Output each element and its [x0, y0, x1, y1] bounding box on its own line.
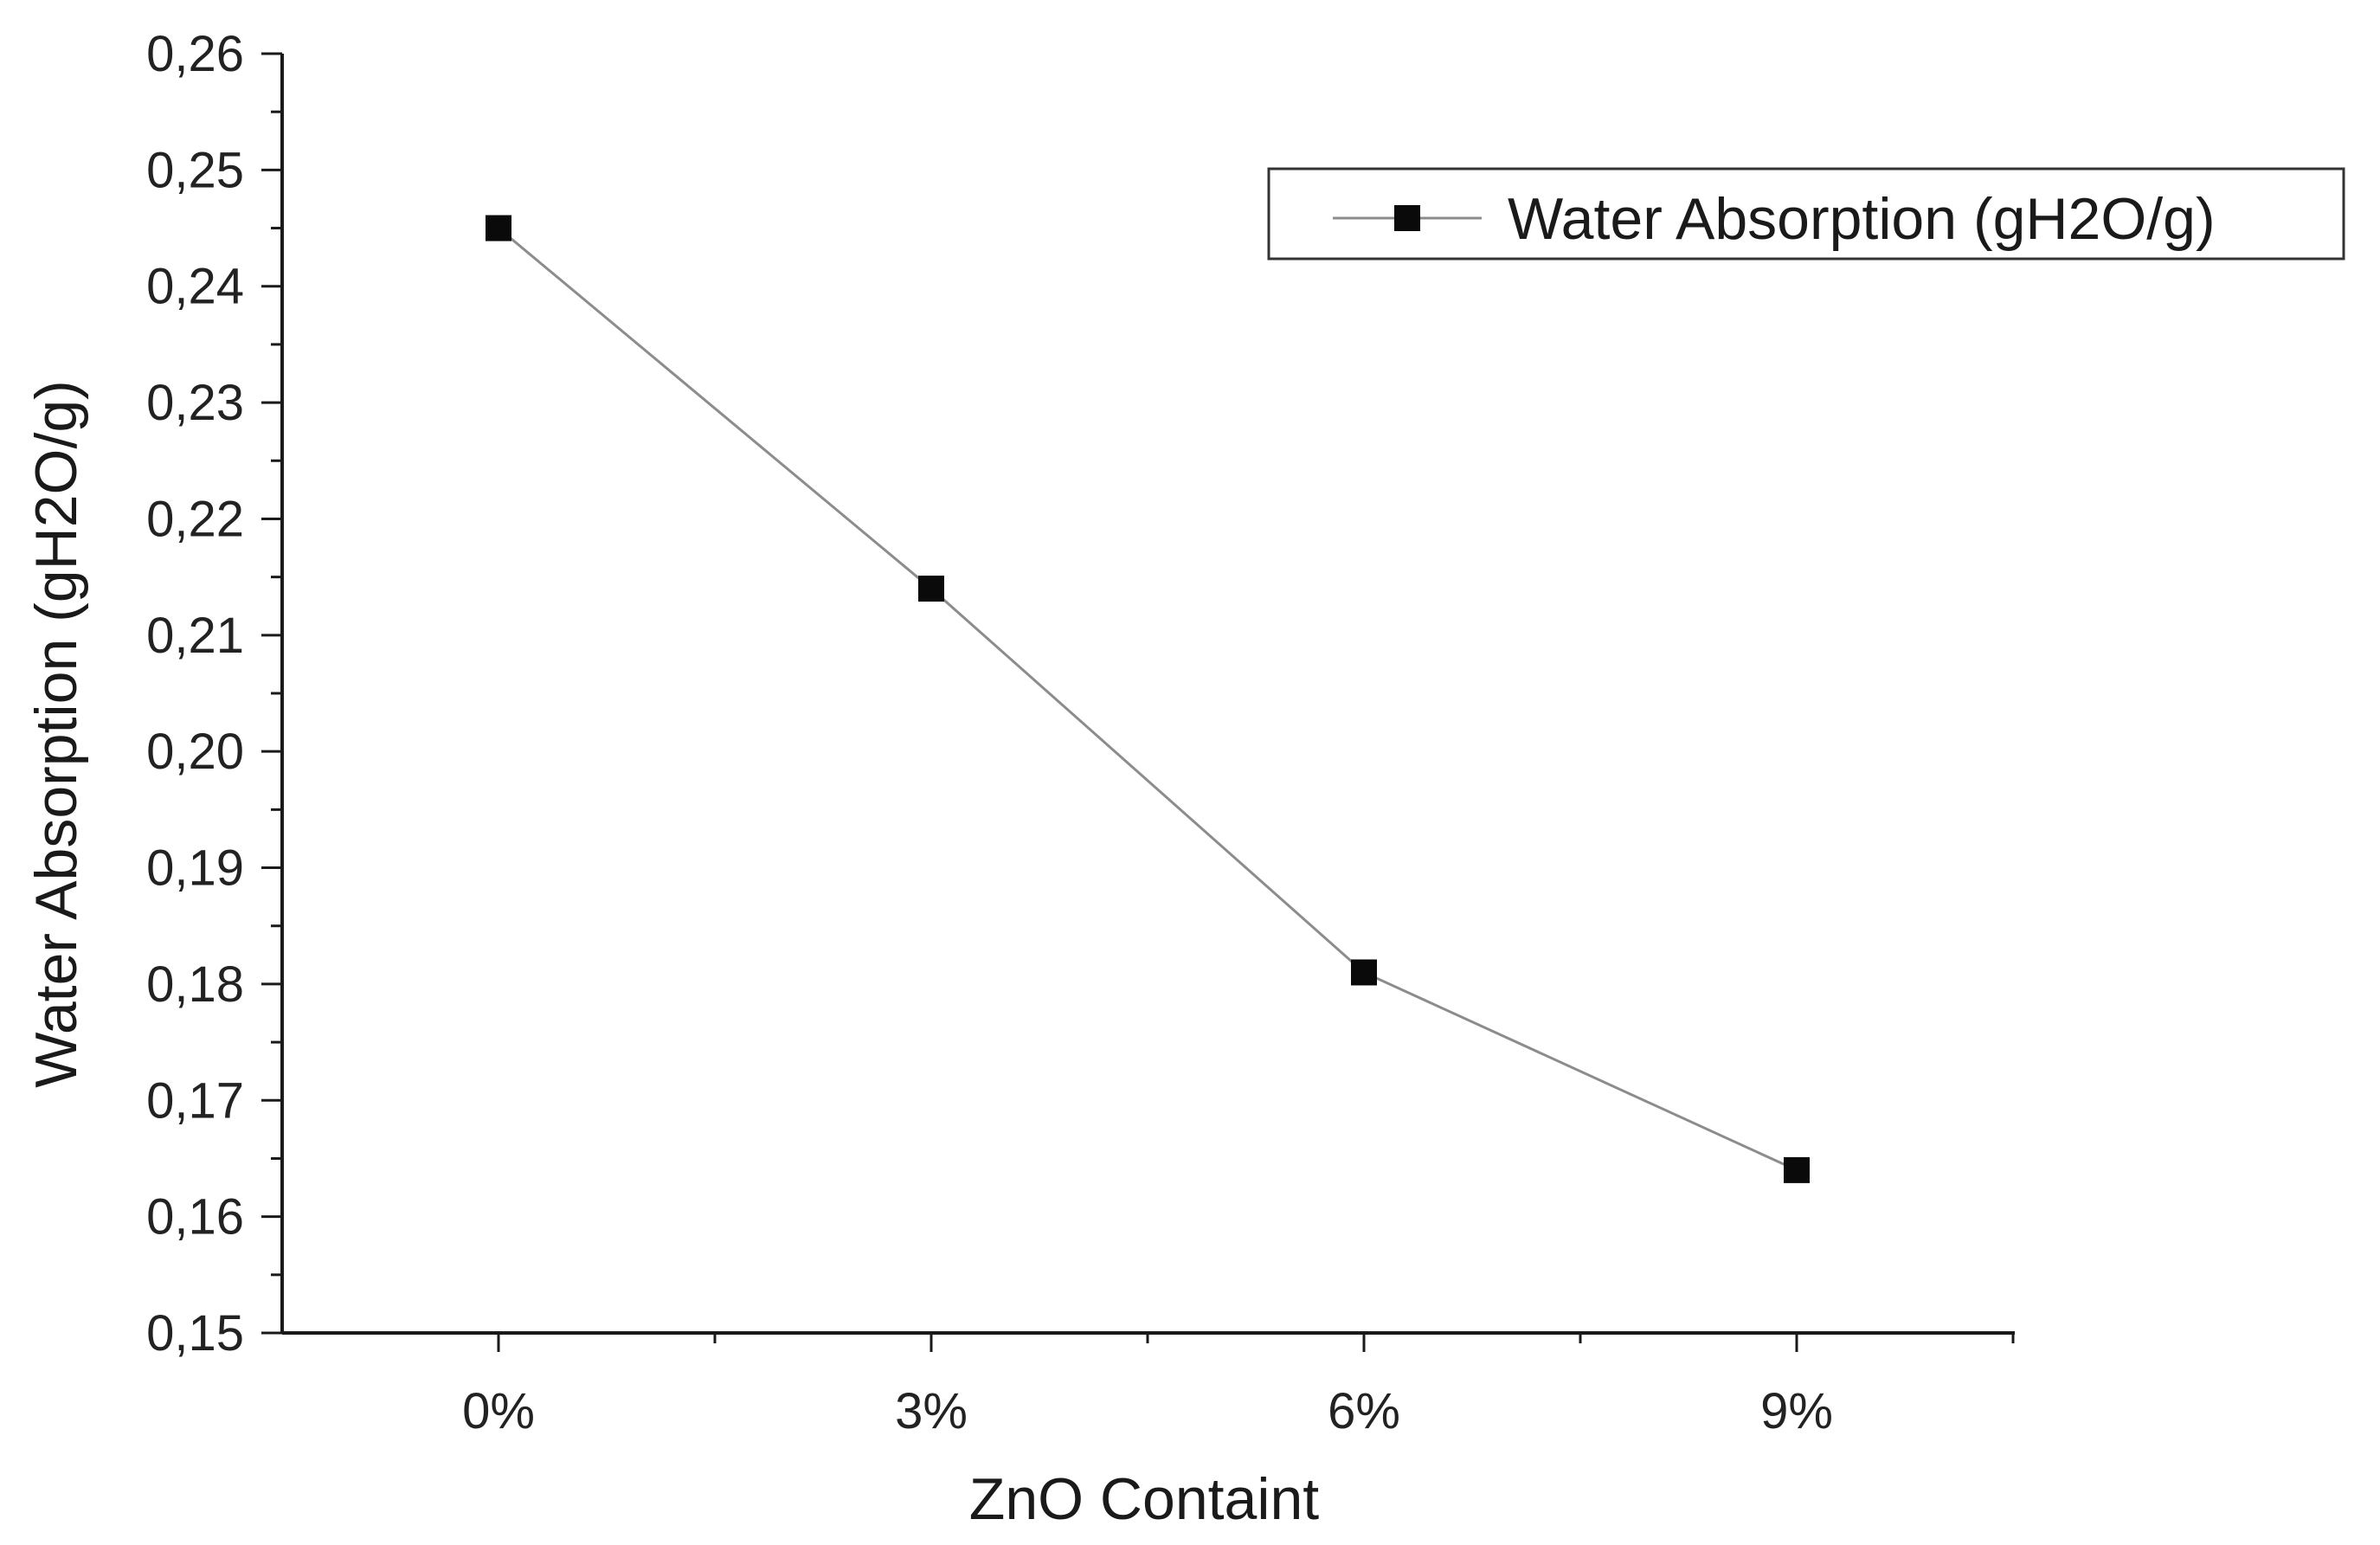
y-tick-label: 0,25 [146, 142, 244, 198]
x-tick-label: 6% [1328, 1383, 1400, 1439]
y-tick-label: 0,19 [146, 840, 244, 897]
y-axis-title: Water Absorption (gH2O/g) [23, 380, 89, 1088]
data-point [918, 576, 944, 602]
data-point [1351, 959, 1377, 986]
y-tick-label: 0,17 [146, 1072, 244, 1129]
y-tick-label: 0,22 [146, 491, 244, 547]
ticks: 0,15 0,16 0,17 0,18 0,19 0,20 0,21 0,22 0,23 0,24… [146, 26, 2015, 1439]
legend-label: Water Absorption (gH2O/g) [1508, 186, 2216, 252]
x-axis-title: ZnO Containt [969, 1466, 1320, 1532]
y-tick-label: 0,26 [146, 26, 244, 82]
data-point [1784, 1156, 1810, 1183]
x-tick-label: 3% [895, 1383, 968, 1439]
y-tick-label: 0,18 [146, 956, 244, 1013]
data-point [486, 215, 511, 241]
y-tick-label: 0,20 [146, 724, 244, 780]
legend-marker [1394, 205, 1420, 231]
y-tick-label: 0,16 [146, 1189, 244, 1246]
x-tick-label: 9% [1760, 1383, 1833, 1439]
y-tick-label: 0,15 [146, 1305, 244, 1362]
x-tick-label: 0% [462, 1383, 535, 1439]
y-tick-label: 0,21 [146, 608, 244, 664]
y-tick-label: 0,24 [146, 259, 244, 315]
legend-box [1267, 167, 2345, 261]
series [486, 215, 1810, 1183]
series-line [498, 227, 1798, 1172]
legend: Water Absorption (gH2O/g) [1267, 167, 2345, 261]
y-tick-label: 0,23 [146, 375, 244, 431]
